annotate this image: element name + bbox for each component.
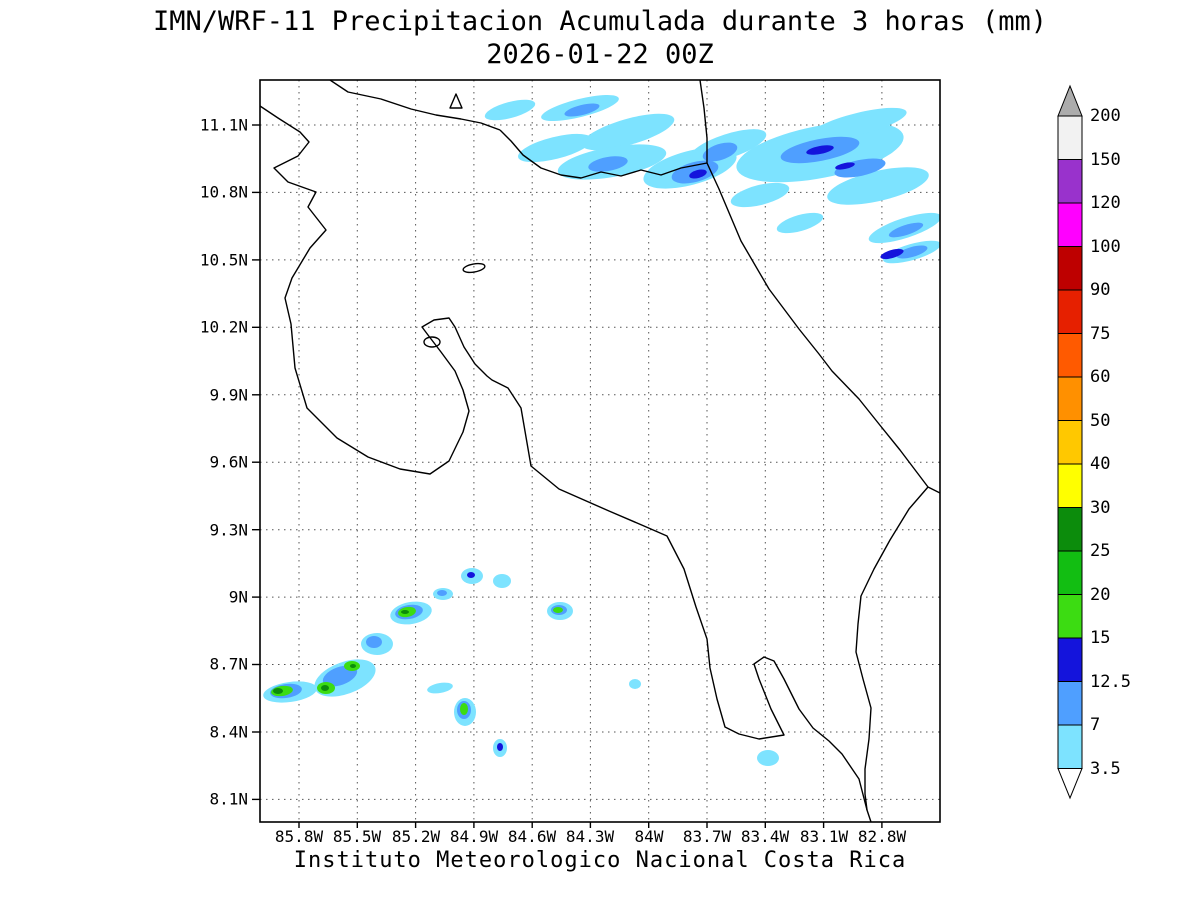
caribbean-coastline bbox=[699, 80, 940, 494]
colorbar-segment bbox=[1057, 289, 1083, 334]
lon-tick-label: 84.3W bbox=[565, 827, 615, 846]
map-plot bbox=[252, 79, 941, 828]
colorbar-segment bbox=[1057, 202, 1083, 247]
colorbar-label: 60 bbox=[1090, 367, 1111, 387]
lat-tick-label: 8.4N bbox=[209, 722, 248, 742]
colorbar-label: 50 bbox=[1090, 411, 1111, 431]
lat-tick-label: 10.2N bbox=[199, 317, 248, 337]
nicaragua-border-rio-san-juan bbox=[499, 129, 708, 179]
precipitation-field bbox=[263, 94, 940, 766]
colorbar-segment bbox=[1057, 463, 1083, 508]
lat-tick-label: 9.3N bbox=[209, 520, 248, 540]
lon-tick-label: 83.4W bbox=[740, 827, 790, 846]
colorbar-segment bbox=[1057, 333, 1083, 378]
lake-arenal bbox=[462, 262, 486, 274]
coastline-layer bbox=[260, 80, 940, 822]
colorbar-label: 90 bbox=[1090, 280, 1111, 300]
colorbar-label: 15 bbox=[1090, 628, 1111, 648]
lat-tick-label: 10.8N bbox=[199, 182, 248, 202]
plot-frame bbox=[259, 79, 941, 823]
colorbar-segment bbox=[1057, 637, 1083, 682]
lat-tick-label: 9N bbox=[228, 587, 248, 607]
lon-tick-label: 84.9W bbox=[449, 827, 499, 846]
axis-ticks bbox=[252, 124, 883, 828]
lat-tick-label: 9.9N bbox=[209, 385, 248, 405]
lon-tick-label: 84W bbox=[634, 827, 664, 846]
colorbar-segment bbox=[1057, 594, 1083, 639]
colorbar-label: 150 bbox=[1090, 150, 1121, 170]
lon-tick-label: 83.1W bbox=[799, 827, 849, 846]
chart-subtitle: 2026-01-22 00Z bbox=[486, 39, 714, 70]
pacific-coastline bbox=[260, 105, 872, 822]
lon-tick-label: 84.6W bbox=[507, 827, 557, 846]
colorbar bbox=[1057, 84, 1083, 800]
colorbar-under-arrow bbox=[1057, 768, 1083, 800]
lon-tick-label: 83.7W bbox=[682, 827, 732, 846]
lon-tick-label: 85.8W bbox=[274, 827, 324, 846]
lat-tick-label: 11.1N bbox=[199, 115, 248, 135]
precip-level-25mm bbox=[273, 610, 409, 694]
precip-level-12p5mm bbox=[467, 145, 904, 751]
colorbar-label: 75 bbox=[1090, 324, 1111, 344]
colorbar-label: 120 bbox=[1090, 193, 1121, 213]
colorbar-segment bbox=[1057, 376, 1083, 421]
colorbar-segment bbox=[1057, 724, 1083, 769]
lake-nicaragua-shore bbox=[329, 80, 501, 131]
colorbar-segment bbox=[1057, 115, 1083, 160]
colorbar-segment bbox=[1057, 507, 1083, 552]
colorbar-label: 20 bbox=[1090, 585, 1111, 605]
footer-attribution: Instituto Meteorologico Nacional Costa R… bbox=[293, 848, 907, 873]
colorbar-segment bbox=[1057, 159, 1083, 204]
colorbar-label: 25 bbox=[1090, 541, 1111, 561]
colorbar-label: 12.5 bbox=[1090, 672, 1131, 692]
lat-tick-label: 8.1N bbox=[209, 789, 248, 809]
title-block: IMN/WRF-11 Precipitacion Acumulada duran… bbox=[0, 5, 1200, 71]
chart-title: IMN/WRF-11 Precipitacion Acumulada duran… bbox=[152, 6, 1048, 37]
chira-island bbox=[423, 336, 441, 348]
colorbar-label: 100 bbox=[1090, 237, 1121, 257]
lon-tick-label: 85.2W bbox=[391, 827, 441, 846]
colorbar-segment bbox=[1057, 681, 1083, 726]
colorbar-label: 200 bbox=[1090, 106, 1121, 126]
lake-island bbox=[449, 93, 463, 109]
lon-tick-label: 85.5W bbox=[332, 827, 382, 846]
lat-tick-label: 8.7N bbox=[209, 654, 248, 674]
colorbar-label: 40 bbox=[1090, 454, 1111, 474]
colorbar-segment bbox=[1057, 246, 1083, 291]
lat-tick-label: 9.6N bbox=[209, 452, 248, 472]
colorbar-label: 3.5 bbox=[1090, 759, 1121, 779]
colorbar-over-arrow bbox=[1057, 84, 1083, 117]
lat-tick-label: 10.5N bbox=[199, 250, 248, 270]
colorbar-label: 30 bbox=[1090, 498, 1111, 518]
panama-border bbox=[855, 486, 929, 811]
colorbar-segment bbox=[1057, 420, 1083, 465]
colorbar-label: 7 bbox=[1090, 715, 1101, 735]
lon-tick-label: 82.8W bbox=[857, 827, 907, 846]
precip-level-3p5mm bbox=[263, 94, 940, 766]
colorbar-segment bbox=[1057, 550, 1083, 595]
